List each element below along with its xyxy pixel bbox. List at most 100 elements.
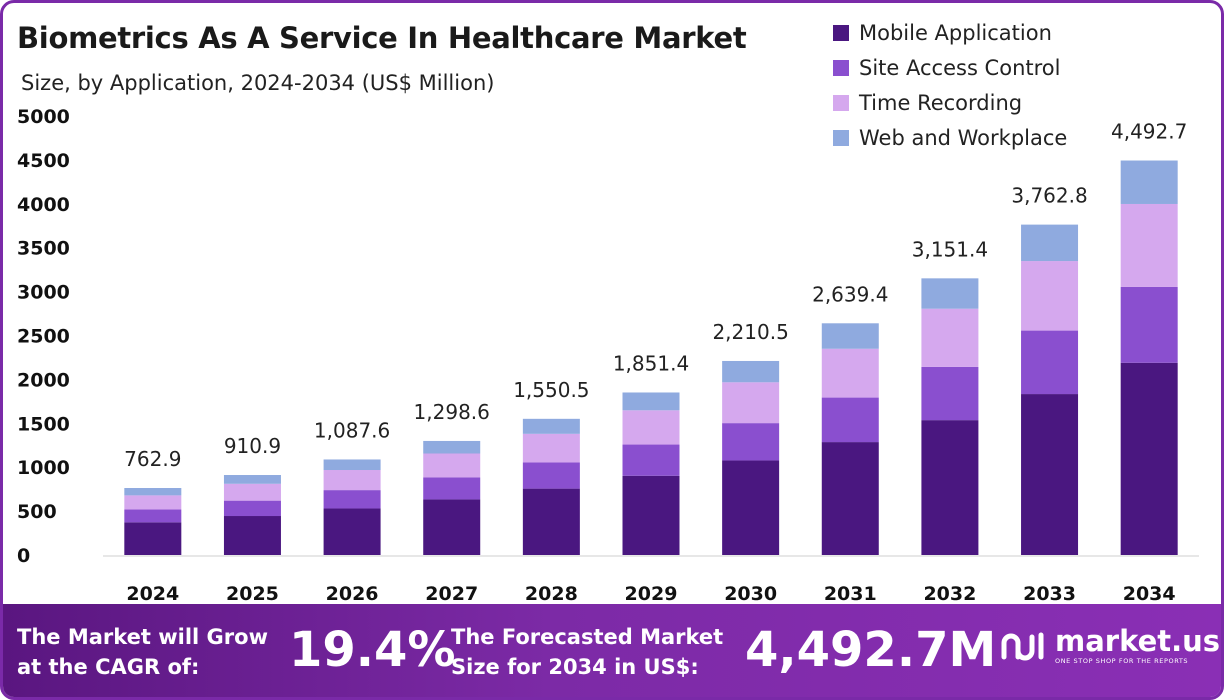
bar-segment bbox=[522, 433, 580, 463]
bar-segment bbox=[622, 444, 680, 476]
bar-segment bbox=[1021, 394, 1079, 555]
legend-swatch-web-and-workplace bbox=[833, 129, 849, 146]
cagr-caption: The Market will Grow at the CAGR of: bbox=[17, 622, 268, 682]
x-tick-label: 2026 bbox=[326, 583, 379, 604]
bar-segment bbox=[1021, 224, 1079, 262]
y-tick-label: 5000 bbox=[17, 106, 70, 128]
bar-segment bbox=[1120, 160, 1178, 204]
bar-total-label: 1,550.5 bbox=[513, 378, 589, 402]
x-tick-label: 2033 bbox=[1023, 583, 1076, 604]
bar-chart: 0 500 1000 1500 2000 2500 3000 3500 4000 4500 5000… bbox=[17, 106, 1199, 604]
bar-segment bbox=[223, 475, 281, 484]
bar-segment bbox=[722, 382, 780, 424]
brand-name: market.us bbox=[1055, 624, 1221, 658]
legend-label: Web and Workplace bbox=[859, 125, 1068, 150]
legend-label: Time Recording bbox=[859, 90, 1023, 115]
bar-segment bbox=[223, 500, 281, 517]
bar-total-label: 762.9 bbox=[124, 447, 181, 471]
footer-banner: The Market will Grow at the CAGR of: 19.… bbox=[3, 604, 1221, 697]
legend-item: Site Access Control bbox=[833, 50, 1067, 85]
x-tick-label: 2029 bbox=[625, 583, 678, 604]
bar-segment bbox=[323, 470, 381, 491]
legend: Mobile Application Site Access Control T… bbox=[833, 15, 1067, 155]
bar-segment bbox=[223, 516, 281, 555]
bar-total-label: 3,762.8 bbox=[1011, 184, 1087, 208]
bar-segment bbox=[522, 488, 580, 555]
bar-segment bbox=[1120, 203, 1178, 287]
bar-segment bbox=[821, 397, 879, 443]
bar-segment bbox=[722, 460, 780, 555]
y-tick-label: 4500 bbox=[17, 150, 70, 172]
bar-segment bbox=[323, 508, 381, 555]
bar-segment bbox=[423, 477, 481, 500]
bar-segment bbox=[522, 418, 580, 434]
bar-segment bbox=[1021, 261, 1079, 331]
bar-segment bbox=[821, 323, 879, 349]
bar-total-label: 1,851.4 bbox=[613, 351, 689, 375]
x-tick-label: 2027 bbox=[425, 583, 478, 604]
bar-segment bbox=[921, 366, 979, 421]
bar-segment bbox=[522, 462, 580, 489]
bar-total-label: 1,298.6 bbox=[414, 400, 490, 424]
bar-segment bbox=[323, 459, 381, 471]
bar-segment bbox=[921, 308, 979, 367]
x-tick-label: 2032 bbox=[923, 583, 976, 604]
bar-segment bbox=[124, 488, 182, 496]
cagr-caption-line1: The Market will Grow bbox=[17, 625, 268, 649]
cagr-caption-line2: at the CAGR of: bbox=[17, 655, 200, 679]
bar-segment bbox=[423, 440, 481, 454]
y-tick-label: 4000 bbox=[17, 194, 70, 216]
bar-segment bbox=[423, 499, 481, 555]
y-tick-label: 2500 bbox=[17, 326, 70, 348]
legend-item: Web and Workplace bbox=[833, 120, 1067, 155]
x-tick-label: 2030 bbox=[724, 583, 777, 604]
x-tick-label: 2024 bbox=[126, 583, 179, 604]
bar-segment bbox=[622, 410, 680, 445]
legend-label: Mobile Application bbox=[859, 20, 1052, 45]
bar-total-label: 3,151.4 bbox=[912, 237, 988, 261]
bar-segment bbox=[1120, 286, 1178, 363]
legend-swatch-site-access-control bbox=[833, 59, 849, 76]
bar-total-label: 4,492.7 bbox=[1111, 120, 1187, 144]
market-us-logo-icon bbox=[1001, 632, 1044, 660]
bar-total-label: 910.9 bbox=[224, 434, 281, 458]
x-tick-label: 2028 bbox=[525, 583, 578, 604]
forecast-caption: The Forecasted Market Size for 2034 in U… bbox=[451, 622, 723, 682]
bar-segment bbox=[124, 509, 182, 523]
legend-item: Time Recording bbox=[833, 85, 1067, 120]
y-tick-label: 0 bbox=[17, 545, 30, 567]
bar-segment bbox=[124, 522, 182, 555]
forecast-value: 4,492.7M bbox=[745, 622, 997, 678]
y-tick-label: 3500 bbox=[17, 238, 70, 260]
bar-segment bbox=[722, 423, 780, 461]
legend-label: Site Access Control bbox=[859, 55, 1061, 80]
bar-segment bbox=[622, 475, 680, 555]
bar-segment bbox=[622, 392, 680, 411]
bar-segment bbox=[821, 442, 879, 555]
x-tick-label: 2031 bbox=[824, 583, 877, 604]
bar-segment bbox=[921, 420, 979, 555]
legend-item: Mobile Application bbox=[833, 15, 1067, 50]
bar-segment bbox=[921, 278, 979, 309]
bar-segment bbox=[323, 490, 381, 509]
y-tick-label: 500 bbox=[17, 501, 57, 523]
cagr-value: 19.4% bbox=[289, 622, 456, 678]
y-tick-label: 1500 bbox=[17, 413, 70, 435]
y-tick-label: 2000 bbox=[17, 369, 70, 391]
x-tick-label: 2025 bbox=[226, 583, 279, 604]
brand-tagline: ONE STOP SHOP FOR THE REPORTS bbox=[1055, 657, 1189, 665]
bar-total-label: 2,639.4 bbox=[812, 282, 888, 306]
bar-segment bbox=[223, 483, 281, 501]
bar-segment bbox=[722, 360, 780, 383]
bar-segment bbox=[423, 453, 481, 478]
forecast-caption-line2: Size for 2034 in US$: bbox=[451, 655, 699, 679]
chart-title: Biometrics As A Service In Healthcare Ma… bbox=[17, 21, 747, 55]
legend-swatch-mobile-application bbox=[833, 24, 849, 41]
bar-segment bbox=[124, 495, 182, 510]
forecast-caption-line1: The Forecasted Market bbox=[451, 625, 724, 649]
legend-swatch-time-recording bbox=[833, 94, 849, 111]
bar-total-label: 1,087.6 bbox=[314, 419, 390, 443]
y-tick-label: 3000 bbox=[17, 282, 70, 304]
bar-segment bbox=[1021, 330, 1079, 395]
